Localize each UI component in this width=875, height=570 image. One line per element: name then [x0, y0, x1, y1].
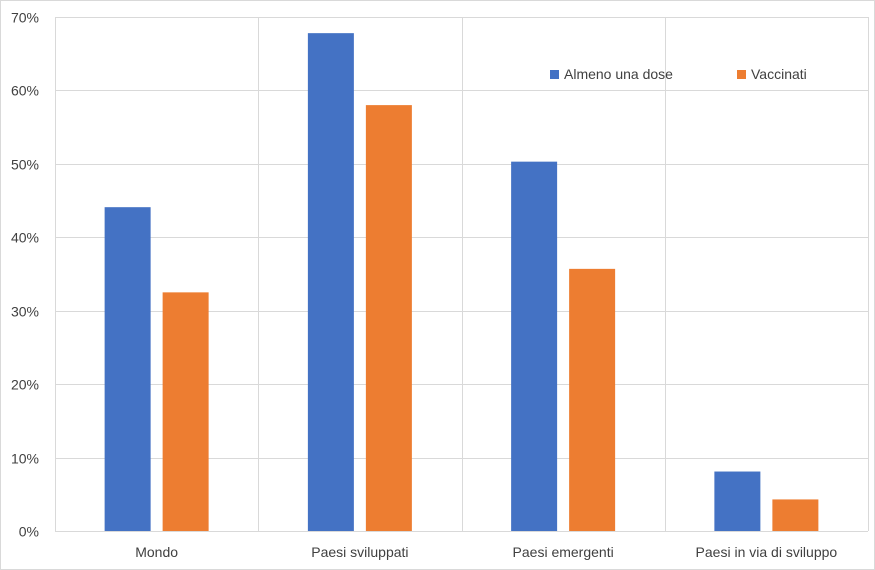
bar-almeno-una-dose — [714, 471, 761, 531]
y-tick-label: 60% — [11, 83, 39, 99]
bar-vaccinati — [162, 292, 209, 531]
bar-vaccinati — [772, 499, 819, 531]
bar-vaccinati — [365, 105, 412, 531]
x-category-label: Mondo — [135, 544, 178, 560]
y-tick-label: 70% — [11, 10, 39, 26]
legend: Almeno una dose Vaccinati — [550, 66, 807, 82]
y-tick-label: 0% — [19, 524, 39, 540]
y-tick-label: 30% — [11, 304, 39, 320]
y-tick-label: 10% — [11, 451, 39, 467]
bar-almeno-una-dose — [307, 33, 354, 531]
y-tick-label: 40% — [11, 230, 39, 246]
x-category-label: Paesi in via di sviluppo — [696, 544, 838, 560]
legend-swatch — [737, 70, 746, 79]
bar-almeno-una-dose — [104, 207, 151, 531]
bars — [104, 33, 819, 531]
legend-label: Almeno una dose — [564, 66, 673, 82]
x-category-label: Paesi emergenti — [513, 544, 614, 560]
axes: 0% 10% 20% 30% 40% 50% 60% 70% Mondo Paesi svilup… — [11, 10, 868, 560]
x-category-label: Paesi sviluppati — [311, 544, 408, 560]
legend-swatch — [550, 70, 559, 79]
y-tick-label: 20% — [11, 377, 39, 393]
y-tick-label: 50% — [11, 157, 39, 173]
bar-vaccinati — [569, 268, 616, 531]
legend-label: Vaccinati — [751, 66, 807, 82]
bar-almeno-una-dose — [511, 161, 558, 531]
